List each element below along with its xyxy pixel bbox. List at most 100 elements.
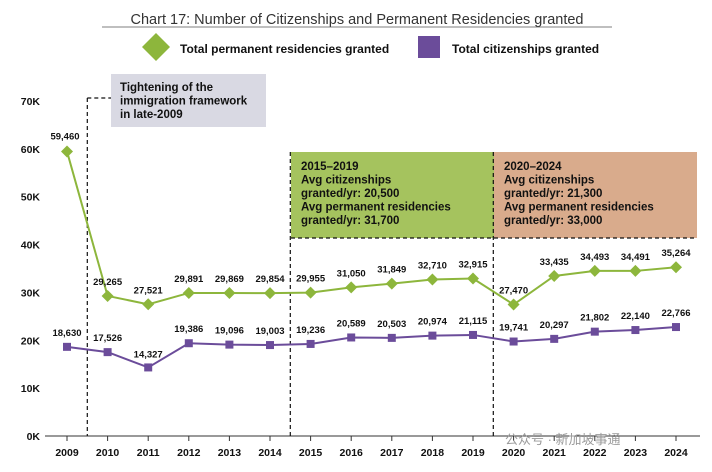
annotation-2020-2024-box: [494, 152, 697, 238]
data-point-permanent-residencies: [101, 289, 114, 302]
annotation-tightening-line: immigration framework: [120, 96, 248, 108]
x-tick-label: 2017: [380, 447, 404, 459]
data-label-citizenships: 20,297: [540, 320, 569, 331]
x-tick-label: 2022: [583, 447, 607, 459]
data-point-citizenships: [266, 341, 274, 350]
annotation-p2020-line: 2020–2024: [504, 161, 562, 173]
data-label-permanent-residencies: 29,955: [296, 274, 326, 285]
data-label-permanent-residencies: 27,521: [134, 285, 164, 296]
data-point-permanent-residencies: [304, 286, 317, 299]
annotation-p2020-line: Avg citizenships: [504, 175, 594, 187]
data-label-citizenships: 14,327: [134, 349, 163, 360]
x-tick-label: 2018: [421, 447, 445, 459]
y-tick-label: 10K: [21, 383, 41, 395]
data-label-permanent-residencies: 33,435: [540, 257, 570, 268]
series-line-citizenships: [66, 326, 677, 369]
x-tick-label: 2009: [55, 447, 79, 459]
data-label-permanent-residencies: 29,869: [215, 274, 244, 285]
legend: Total permanent residencies granted Tota…: [142, 33, 599, 61]
data-label-permanent-residencies: 34,491: [621, 252, 651, 263]
data-point-citizenships: [306, 339, 315, 348]
data-point-permanent-residencies: [629, 264, 642, 277]
annotation-p2020-line: granted/yr: 21,300: [504, 188, 602, 200]
data-point-citizenships: [144, 363, 153, 372]
legend-diamond-icon: [142, 33, 170, 61]
data-label-permanent-residencies: 34,493: [580, 252, 609, 263]
annotation-p2015-line: Avg permanent residencies: [301, 202, 451, 214]
data-label-permanent-residencies: 29,891: [174, 274, 204, 285]
data-point-citizenships: [672, 323, 680, 332]
data-label-permanent-residencies: 29,265: [93, 277, 123, 288]
data-label-citizenships: 19,741: [499, 323, 529, 334]
annotation-tightening-line: Tightening of the: [120, 82, 213, 94]
data-point-permanent-residencies: [61, 145, 73, 158]
y-tick-label: 60K: [21, 144, 41, 156]
series-line-permanent-residencies: [66, 151, 677, 306]
data-point-permanent-residencies: [142, 298, 155, 311]
data-point-permanent-residencies: [467, 272, 479, 285]
annotation-p2020-line: granted/yr: 33,000: [504, 215, 602, 227]
data-point-citizenships: [428, 331, 437, 340]
watermark: 公众号 · 新加坡事通: [505, 432, 621, 447]
data-point-citizenships: [387, 333, 396, 342]
data-label-citizenships: 20,589: [337, 318, 366, 329]
data-point-permanent-residencies: [223, 287, 236, 300]
data-point-citizenships: [550, 334, 559, 343]
data-point-permanent-residencies: [345, 281, 358, 294]
y-tick-label: 40K: [21, 240, 41, 252]
data-label-citizenships: 22,766: [661, 308, 690, 319]
data-label-permanent-residencies: 31,050: [337, 268, 366, 279]
annotation-p2020-line: Avg permanent residencies: [504, 202, 654, 214]
data-point-permanent-residencies: [548, 269, 561, 282]
data-point-citizenships: [63, 342, 71, 351]
data-label-permanent-residencies: 32,915: [458, 259, 488, 270]
data-label-citizenships: 20,503: [377, 319, 406, 330]
x-tick-label: 2023: [624, 447, 648, 459]
data-label-citizenships: 19,096: [215, 326, 244, 337]
data-point-permanent-residencies: [385, 277, 398, 290]
data-point-citizenships: [184, 339, 193, 348]
data-point-citizenships: [631, 326, 640, 335]
legend-square-icon: [418, 36, 440, 58]
data-label-citizenships: 22,140: [621, 311, 650, 322]
data-point-citizenships: [347, 333, 356, 342]
x-tick-label: 2021: [543, 447, 567, 459]
legend-label-permanent-residencies: Total permanent residencies granted: [180, 42, 389, 56]
y-tick-label: 20K: [21, 335, 41, 347]
x-tick-label: 2014: [258, 447, 282, 459]
x-tick-label: 2011: [137, 447, 160, 459]
chart-title: Chart 17: Number of Citizenships and Per…: [131, 12, 584, 28]
data-point-permanent-residencies: [588, 264, 601, 277]
data-label-permanent-residencies: 32,710: [418, 260, 447, 271]
x-tick-label: 2010: [96, 447, 120, 459]
x-tick-label: 2024: [664, 447, 688, 459]
y-tick-label: 0K: [27, 431, 41, 443]
y-tick-label: 50K: [21, 192, 41, 204]
data-label-citizenships: 19,003: [255, 326, 284, 337]
x-tick-label: 2019: [461, 447, 485, 459]
data-label-citizenships: 21,115: [459, 316, 488, 327]
data-label-citizenships: 19,236: [296, 325, 325, 336]
data-label-citizenships: 21,802: [580, 313, 609, 324]
data-label-permanent-residencies: 31,849: [377, 265, 406, 276]
data-point-permanent-residencies: [182, 286, 195, 299]
data-label-citizenships: 18,630: [52, 328, 81, 339]
data-label-citizenships: 17,526: [93, 333, 122, 344]
data-label-citizenships: 19,386: [174, 324, 203, 335]
annotation-p2015-line: Avg citizenships: [301, 175, 391, 187]
data-label-permanent-residencies: 35,264: [661, 248, 691, 259]
data-point-citizenships: [103, 348, 112, 357]
data-point-citizenships: [590, 327, 599, 336]
data-point-permanent-residencies: [670, 261, 682, 274]
y-tick-label: 70K: [21, 96, 41, 108]
legend-label-citizenships: Total citizenships granted: [452, 42, 599, 56]
data-point-citizenships: [509, 337, 518, 346]
x-tick-label: 2015: [299, 447, 323, 459]
data-label-permanent-residencies: 27,470: [499, 286, 528, 297]
data-point-citizenships: [469, 330, 477, 339]
data-point-permanent-residencies: [507, 298, 520, 311]
x-tick-label: 2012: [177, 447, 201, 459]
data-label-permanent-residencies: 29,854: [255, 274, 285, 285]
annotation-tightening-line: in late-2009: [120, 109, 183, 121]
